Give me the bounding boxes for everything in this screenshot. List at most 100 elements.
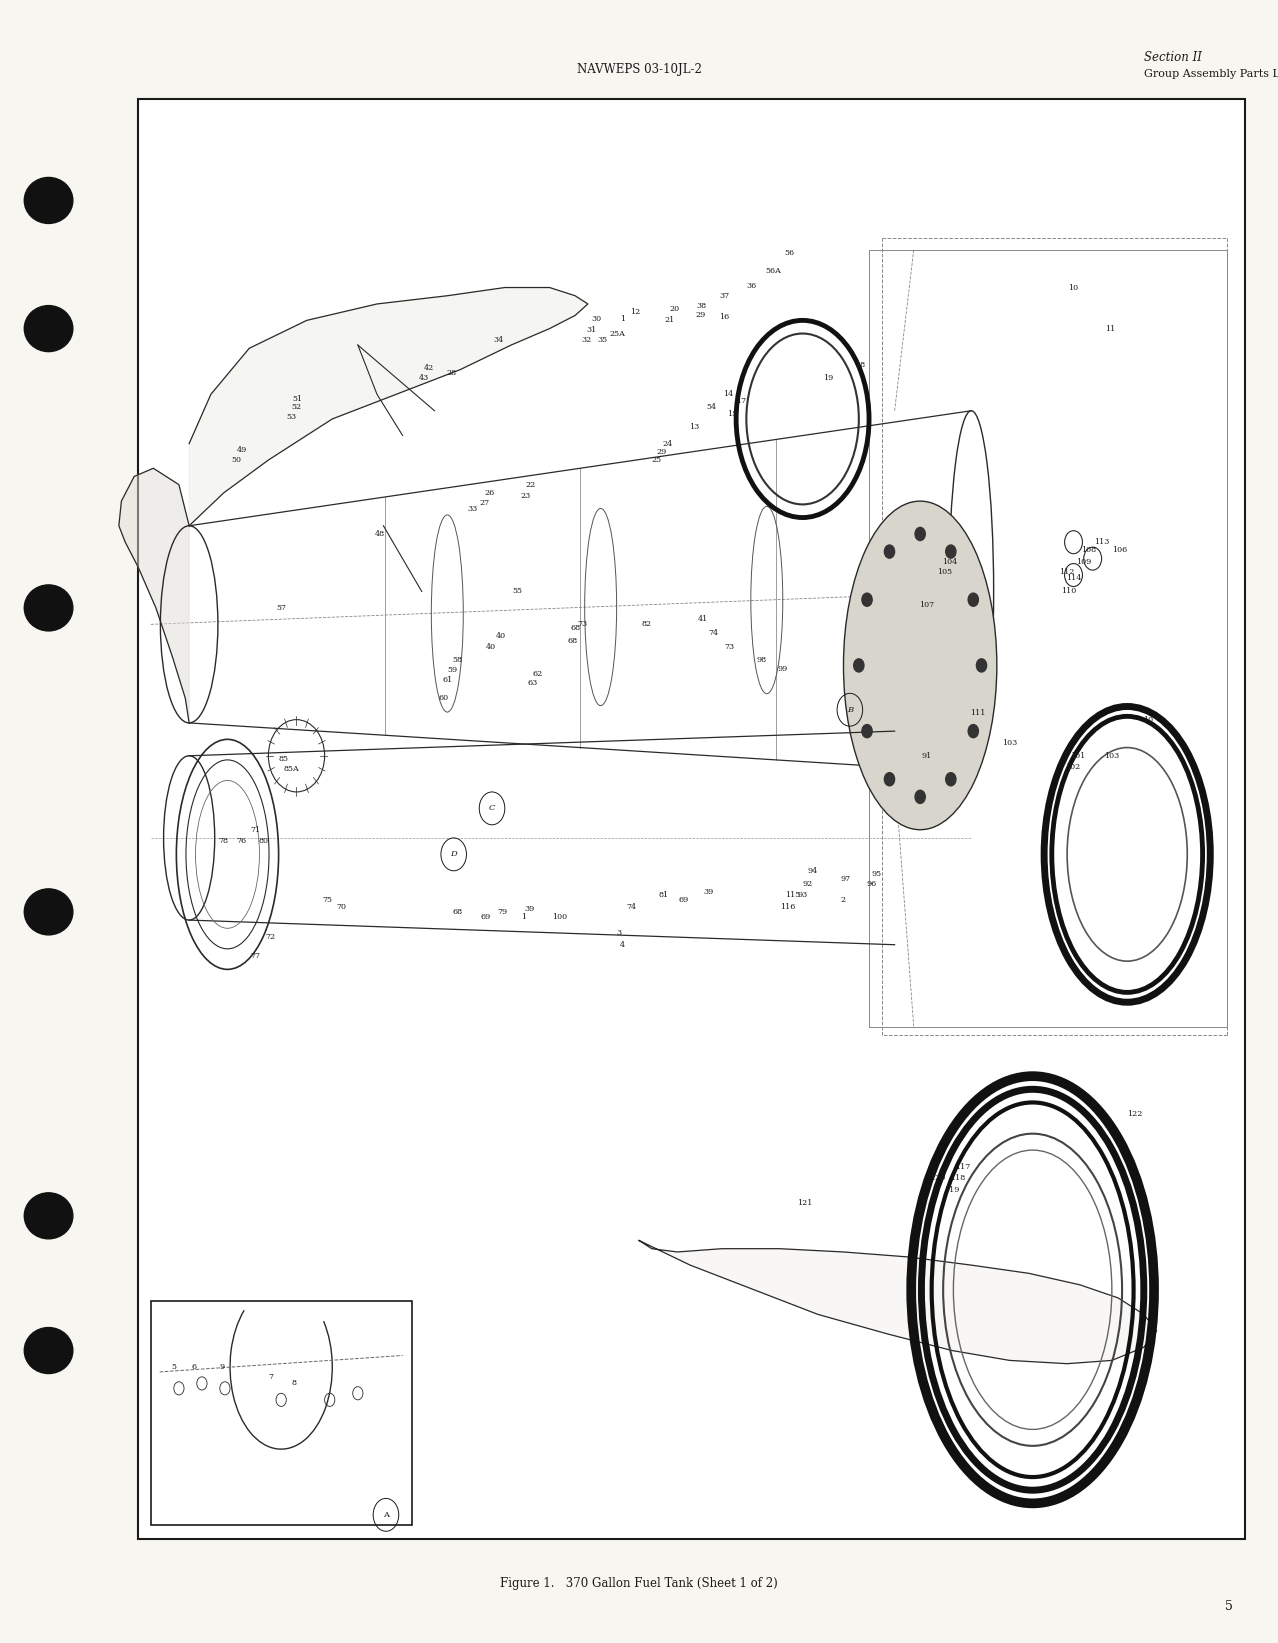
Text: 31: 31 [587, 327, 597, 334]
Text: 95: 95 [872, 871, 882, 877]
Circle shape [861, 593, 872, 606]
Text: 24: 24 [662, 440, 672, 447]
Circle shape [976, 659, 987, 672]
Text: 51: 51 [293, 396, 303, 403]
Text: 11: 11 [1105, 325, 1116, 332]
Circle shape [884, 772, 895, 785]
Text: 63: 63 [528, 680, 538, 687]
Text: 13: 13 [689, 424, 699, 430]
Text: 53: 53 [286, 414, 296, 421]
Ellipse shape [843, 501, 997, 830]
Text: 85A: 85A [284, 766, 299, 772]
Text: 15: 15 [727, 411, 737, 417]
Circle shape [854, 659, 864, 672]
Text: 3: 3 [616, 930, 621, 937]
Text: 1: 1 [521, 914, 527, 920]
Text: 16: 16 [720, 314, 730, 320]
Text: 74: 74 [626, 904, 636, 910]
Polygon shape [189, 288, 588, 526]
Text: 94: 94 [808, 868, 818, 874]
Text: 76: 76 [236, 838, 247, 845]
Text: 4: 4 [620, 941, 625, 948]
Text: 29: 29 [657, 449, 667, 455]
Text: 42: 42 [424, 365, 435, 371]
Circle shape [884, 545, 895, 559]
Text: 26: 26 [484, 490, 495, 496]
Circle shape [969, 593, 979, 606]
Text: 17: 17 [736, 398, 746, 404]
Text: 74: 74 [708, 629, 718, 636]
Text: 93: 93 [797, 892, 808, 899]
Text: 107: 107 [919, 601, 934, 608]
Polygon shape [119, 468, 189, 723]
Text: 113: 113 [1094, 539, 1109, 545]
Text: C: C [489, 805, 495, 812]
Text: 1: 1 [620, 315, 625, 322]
Text: 75: 75 [322, 897, 332, 904]
Text: 109: 109 [1076, 559, 1091, 565]
Text: 111: 111 [970, 710, 985, 716]
Text: 9: 9 [220, 1364, 225, 1370]
Text: 28: 28 [446, 370, 456, 376]
Ellipse shape [24, 177, 73, 223]
Bar [138, 99, 1245, 1539]
Text: 39: 39 [703, 889, 713, 895]
Text: 56A: 56A [766, 268, 781, 274]
Text: 49: 49 [236, 447, 247, 453]
Text: 77: 77 [250, 953, 261, 960]
Text: 121: 121 [797, 1199, 813, 1206]
Text: 14: 14 [723, 391, 734, 398]
Text: 103: 103 [1002, 739, 1017, 746]
Text: 35: 35 [597, 337, 607, 343]
Text: 85: 85 [279, 756, 289, 762]
Text: 117: 117 [955, 1163, 970, 1170]
Circle shape [946, 772, 956, 785]
Text: 103: 103 [1104, 752, 1120, 759]
Text: 6: 6 [192, 1364, 197, 1370]
Text: 78: 78 [219, 838, 229, 845]
Text: 116: 116 [780, 904, 795, 910]
Text: 29: 29 [695, 312, 705, 319]
Bar [151, 1301, 412, 1525]
Text: 20: 20 [670, 306, 680, 312]
Text: 73: 73 [725, 644, 735, 651]
Ellipse shape [24, 889, 73, 935]
Text: Group Assembly Parts List: Group Assembly Parts List [1144, 69, 1278, 79]
Text: D: D [450, 851, 458, 858]
Text: 57: 57 [276, 605, 286, 611]
Text: 114: 114 [1066, 575, 1081, 582]
Text: 5: 5 [171, 1364, 176, 1370]
Text: 69: 69 [679, 897, 689, 904]
Text: 112: 112 [1059, 568, 1075, 575]
Circle shape [915, 790, 925, 803]
Text: 122: 122 [1127, 1111, 1143, 1117]
Text: 71: 71 [250, 826, 261, 833]
Text: A: A [383, 1512, 389, 1518]
Text: 81: 81 [658, 892, 668, 899]
Text: 110: 110 [1061, 588, 1076, 595]
Text: 106: 106 [1112, 547, 1127, 554]
Text: 22: 22 [525, 481, 535, 488]
Text: 23: 23 [520, 493, 530, 499]
Text: Section II: Section II [1144, 51, 1201, 64]
Text: 25: 25 [652, 457, 662, 463]
Text: 48: 48 [374, 531, 385, 537]
Text: NAVWEPS 03-10JL-2: NAVWEPS 03-10JL-2 [576, 62, 702, 76]
Text: 104: 104 [942, 559, 957, 565]
Polygon shape [639, 1240, 1157, 1364]
Ellipse shape [24, 585, 73, 631]
Text: 41: 41 [698, 616, 708, 623]
Circle shape [969, 725, 979, 738]
Text: 38: 38 [697, 302, 707, 309]
Text: 82: 82 [642, 621, 652, 628]
Ellipse shape [24, 1328, 73, 1374]
Text: 10: 10 [1068, 284, 1079, 291]
Text: 100: 100 [552, 914, 567, 920]
Text: 50: 50 [231, 457, 242, 463]
Text: 73: 73 [578, 621, 588, 628]
Text: 70: 70 [336, 904, 346, 910]
Text: 37: 37 [720, 292, 730, 299]
Text: 36: 36 [746, 283, 757, 289]
Text: 5: 5 [1226, 1600, 1233, 1613]
Text: 119: 119 [944, 1186, 960, 1193]
